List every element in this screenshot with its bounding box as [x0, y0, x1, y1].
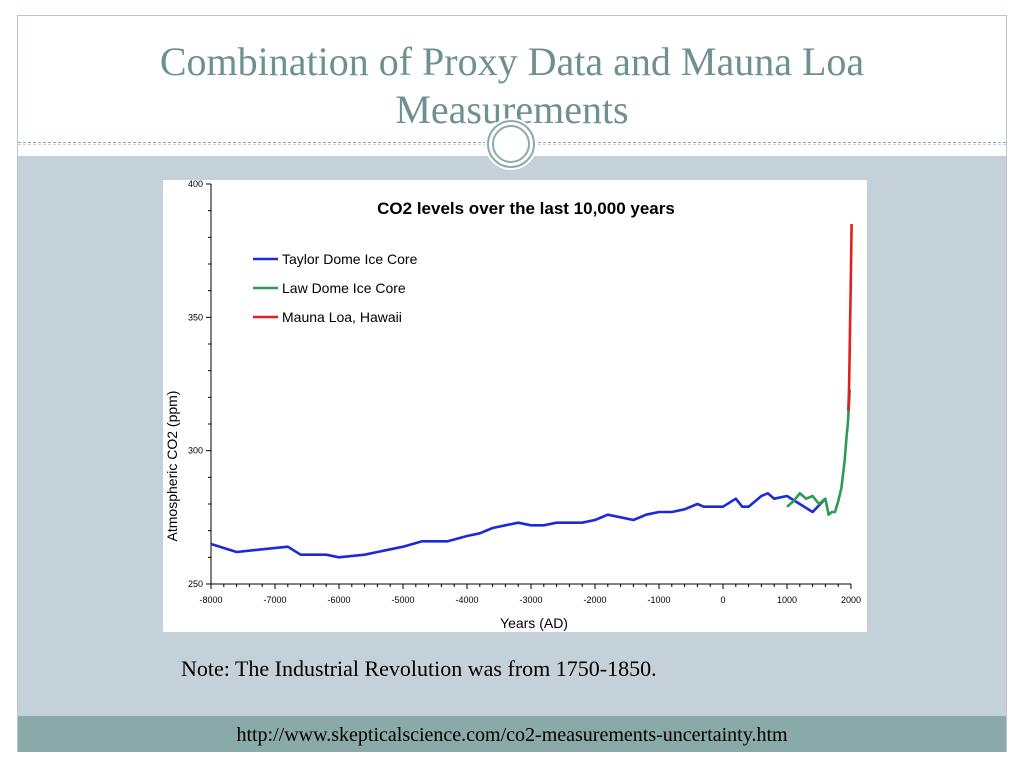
- x-axis-label: Years (AD): [500, 615, 568, 631]
- y-tick-label: 300: [188, 446, 203, 456]
- y-tick-label: 350: [188, 312, 203, 322]
- legend-label: Law Dome Ice Core: [282, 280, 406, 296]
- chart-legend: Taylor Dome Ice Core Law Dome Ice Core Mau…: [253, 251, 418, 325]
- x-tick-label: -8000: [199, 595, 222, 605]
- slide-title-line1: Combination of Proxy Data and Mauna Loa: [159, 39, 865, 84]
- series-line-3: [847, 223, 853, 411]
- x-tick-label: -3000: [519, 595, 542, 605]
- x-tick-label: 1000: [777, 595, 797, 605]
- series-line-1: [210, 491, 827, 559]
- x-tick-label: -5000: [391, 595, 414, 605]
- circle-ornament-icon: [485, 118, 537, 170]
- co2-chart: CO2 levels over the last 10,000 years 25…: [164, 179, 861, 631]
- footer-bar: [18, 716, 1006, 752]
- industrial-revolution-note: Note: The Industrial Revolution was from…: [181, 656, 657, 681]
- x-tick-label: -7000: [263, 595, 286, 605]
- chart-axes: 250 300 350 400 -8000 -7000 -6000 -5000 -4000 -30…: [188, 179, 861, 605]
- legend-label: Taylor Dome Ice Core: [282, 251, 418, 267]
- x-tick-label: -6000: [327, 595, 350, 605]
- legend-label: Mauna Loa, Hawaii: [282, 309, 402, 325]
- y-axis-label: Atmospheric CO2 (ppm): [164, 391, 180, 542]
- x-tick-label: -4000: [455, 595, 478, 605]
- y-tick-label: 250: [188, 579, 203, 589]
- chart-series: [210, 223, 853, 559]
- chart-container: CO2 levels over the last 10,000 years 25…: [163, 179, 867, 632]
- source-link[interactable]: http://www.skepticalscience.com/co2-meas…: [236, 724, 788, 746]
- series-line-2: [786, 389, 851, 517]
- x-tick-label: -1000: [647, 595, 670, 605]
- x-tick-label: 0: [720, 595, 725, 605]
- x-tick-label: 2000: [841, 595, 861, 605]
- x-tick-label: -2000: [583, 595, 606, 605]
- chart-title: CO2 levels over the last 10,000 years: [377, 199, 675, 218]
- y-tick-label: 400: [188, 180, 203, 189]
- slide-title: Combination of Proxy Data and Mauna Loa …: [18, 38, 1006, 134]
